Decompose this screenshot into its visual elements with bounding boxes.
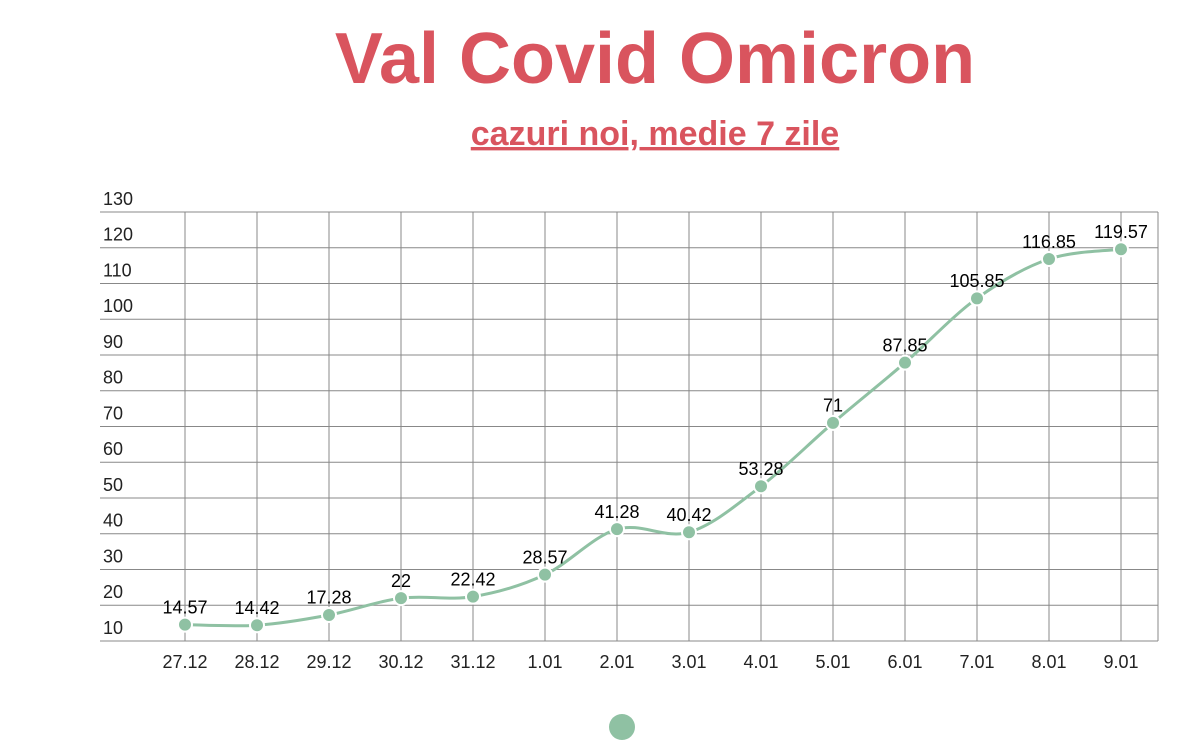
- point: [969, 290, 985, 307]
- x-tick-label: 28.12: [234, 652, 279, 672]
- value-label: 17.28: [306, 588, 351, 608]
- point: [897, 354, 913, 371]
- value-label: 14.42: [234, 598, 279, 618]
- point: [609, 521, 625, 538]
- point: [249, 617, 265, 634]
- point: [825, 414, 841, 431]
- value-label: 40.42: [666, 505, 711, 525]
- y-tick-label: 20: [103, 582, 123, 602]
- x-tick-label: 29.12: [306, 652, 351, 672]
- value-label: 105.85: [949, 271, 1004, 291]
- point: [177, 616, 193, 633]
- y-tick-label: 50: [103, 475, 123, 495]
- point: [753, 478, 769, 495]
- x-tick-label: 1.01: [527, 652, 562, 672]
- y-tick-label: 90: [103, 332, 123, 352]
- y-tick-label: 120: [103, 225, 133, 245]
- legend-marker: [609, 714, 635, 740]
- chart-title: Val Covid Omicron: [335, 19, 975, 99]
- point: [537, 566, 553, 583]
- value-label: 53.28: [738, 459, 783, 479]
- y-tick-label: 100: [103, 296, 133, 316]
- point: [393, 590, 409, 607]
- y-tick-label: 40: [103, 511, 123, 531]
- point: [1113, 241, 1129, 258]
- x-tick-label: 5.01: [815, 652, 850, 672]
- value-label: 71: [823, 396, 843, 416]
- point: [465, 588, 481, 605]
- y-tick-label: 10: [103, 618, 123, 638]
- y-tick-label: 70: [103, 403, 123, 423]
- point: [681, 524, 697, 541]
- y-tick-label: 130: [103, 189, 133, 209]
- x-tick-label: 6.01: [887, 652, 922, 672]
- value-label: 87.85: [882, 335, 927, 355]
- x-tick-label: 30.12: [378, 652, 423, 672]
- point: [321, 606, 337, 623]
- value-label: 119.57: [1094, 222, 1148, 242]
- x-tick-label: 4.01: [743, 652, 778, 672]
- x-tick-label: 3.01: [671, 652, 706, 672]
- grid: 10 20 30 40 50 60 70 80 90 100 110 120 130 27.12 28.12…: [100, 189, 1159, 672]
- x-tick-label: 31.12: [450, 652, 495, 672]
- value-label: 116.85: [1022, 232, 1076, 252]
- value-label: 22.42: [450, 569, 495, 589]
- value-label: 14.57: [162, 597, 207, 617]
- x-tick-label: 7.01: [959, 652, 994, 672]
- chart-subtitle: cazuri noi, medie 7 zile: [471, 115, 839, 153]
- x-tick-label: 9.01: [1103, 652, 1138, 672]
- y-tick-label: 30: [103, 546, 123, 566]
- y-tick-label: 110: [103, 260, 132, 280]
- plot: 14.57 14.42 17.28 22 22.42 28.57 41.28 40.42 53.…: [162, 222, 1148, 634]
- value-label: 22: [391, 571, 411, 591]
- value-label: 28.57: [522, 547, 567, 567]
- x-tick-label: 8.01: [1031, 652, 1066, 672]
- x-tick-label: 27.12: [162, 652, 207, 672]
- x-tick-label: 2.01: [599, 652, 634, 672]
- y-tick-label: 60: [103, 439, 123, 459]
- point: [1041, 251, 1057, 268]
- y-tick-label: 80: [103, 368, 123, 388]
- value-label: 41.28: [594, 502, 639, 522]
